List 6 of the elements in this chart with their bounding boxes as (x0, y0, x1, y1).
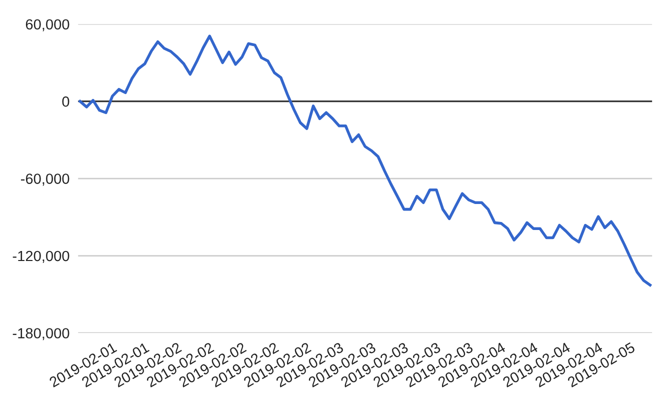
y-tick-label: 60,000 (26, 19, 70, 32)
y-tick-label: 0 (62, 96, 70, 107)
y-tick-label: -180,000 (12, 328, 70, 340)
y-tick-label: -60,000 (20, 174, 70, 186)
y-tick-label: -120,000 (12, 250, 70, 263)
line-series (78, 34, 652, 286)
